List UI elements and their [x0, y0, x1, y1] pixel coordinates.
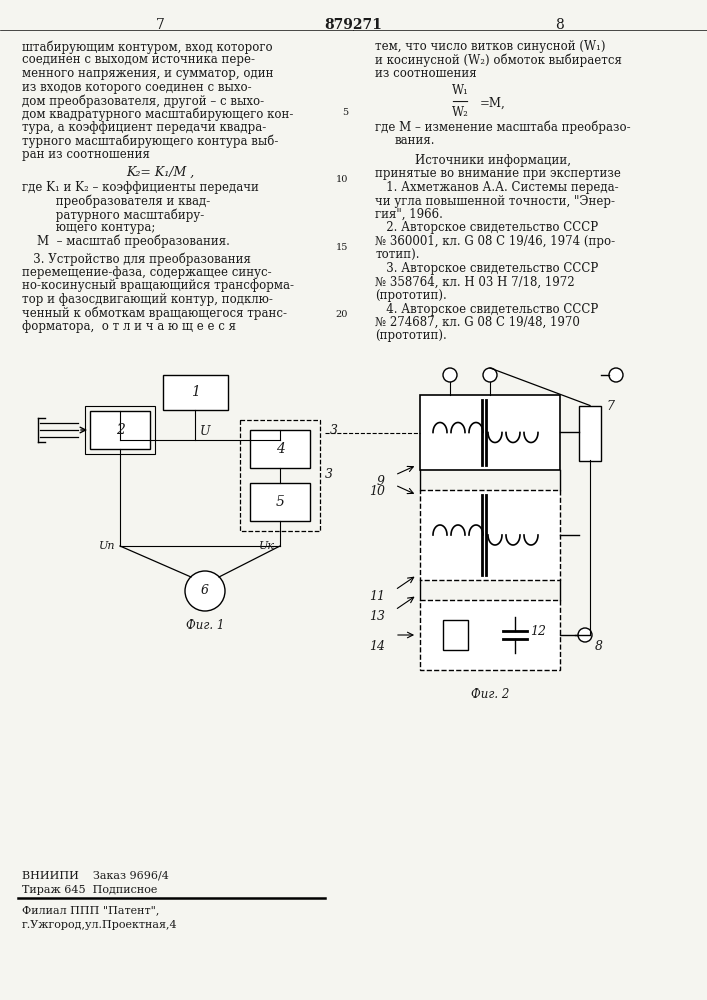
Text: =M,: =M, — [480, 97, 506, 109]
Text: из соотношения: из соотношения — [375, 67, 477, 80]
Bar — [579, 406, 601, 460]
Text: 2. Авторское свидетельство СССР: 2. Авторское свидетельство СССР — [375, 222, 598, 234]
Bar — [420, 395, 560, 470]
Text: 1. Ахметжанов А.А. Системы переда-: 1. Ахметжанов А.А. Системы переда- — [375, 181, 619, 194]
Text: 3. Авторское свидетельство СССР: 3. Авторское свидетельство СССР — [375, 262, 598, 275]
Text: 8: 8 — [556, 18, 564, 32]
Text: 7: 7 — [606, 400, 614, 414]
Text: и косинусной (W₂) обмоток выбирается: и косинусной (W₂) обмоток выбирается — [375, 53, 622, 67]
Text: тем, что число витков синусной (W₁): тем, что число витков синусной (W₁) — [375, 40, 605, 53]
Text: 3: 3 — [325, 468, 333, 482]
Text: 15: 15 — [336, 243, 348, 252]
Text: преобразователя и квад-: преобразователя и квад- — [22, 194, 210, 208]
Bar — [250, 483, 310, 521]
Text: тура, а коэффициент передачи квадра-: тура, а коэффициент передачи квадра- — [22, 121, 267, 134]
Text: ──: ── — [452, 96, 468, 108]
Text: 4: 4 — [276, 442, 284, 456]
Bar — [250, 430, 310, 468]
Text: Фиг. 1: Фиг. 1 — [186, 619, 224, 632]
Text: где M – изменение масштаба преобразо-: где M – изменение масштаба преобразо- — [375, 121, 631, 134]
Text: U: U — [200, 425, 211, 438]
Text: 8: 8 — [595, 640, 603, 653]
Circle shape — [578, 628, 592, 642]
Text: тотип).: тотип). — [375, 248, 419, 261]
Text: тор и фазосдвигающий контур, подклю-: тор и фазосдвигающий контур, подклю- — [22, 293, 273, 306]
Text: M  – масштаб преобразования.: M – масштаб преобразования. — [22, 235, 230, 248]
Text: вания.: вания. — [395, 134, 436, 147]
Text: турного масштабирующего контура выб-: турного масштабирующего контура выб- — [22, 134, 279, 148]
Text: 6: 6 — [201, 584, 209, 597]
Text: 13: 13 — [369, 610, 385, 623]
Text: ратурного масштабиру-: ратурного масштабиру- — [22, 208, 204, 222]
Text: но-косинусный вращающийся трансформа-: но-косинусный вращающийся трансформа- — [22, 279, 294, 292]
Text: 5: 5 — [276, 495, 284, 509]
Bar — [420, 600, 560, 670]
Text: ченный к обмоткам вращающегося транс-: ченный к обмоткам вращающегося транс- — [22, 306, 287, 320]
Text: ющего контура;: ющего контура; — [22, 222, 156, 234]
Text: дом преобразователя, другой – с выхо-: дом преобразователя, другой – с выхо- — [22, 94, 264, 107]
Text: соединен с выходом источника пере-: соединен с выходом источника пере- — [22, 53, 255, 66]
Text: K₂= K₁/M ,: K₂= K₁/M , — [126, 165, 194, 178]
Text: 9: 9 — [377, 475, 385, 488]
Text: форматора,  о т л и ч а ю щ е е с я: форматора, о т л и ч а ю щ е е с я — [22, 320, 236, 333]
Text: из входов которого соединен с выхо-: из входов которого соединен с выхо- — [22, 81, 252, 94]
Text: гия", 1966.: гия", 1966. — [375, 208, 443, 221]
Circle shape — [185, 571, 225, 611]
Text: 10: 10 — [336, 175, 348, 184]
Text: № 274687, кл. G 08 C 19/48, 1970: № 274687, кл. G 08 C 19/48, 1970 — [375, 316, 580, 329]
Text: 10: 10 — [369, 485, 385, 498]
Circle shape — [443, 368, 457, 382]
Text: менного напряжения, и сумматор, один: менного напряжения, и сумматор, один — [22, 67, 274, 80]
Text: 12: 12 — [530, 625, 546, 638]
Text: Тираж 645  Подписное: Тираж 645 Подписное — [22, 885, 158, 895]
Text: W₂: W₂ — [452, 105, 469, 118]
Text: Источники информации,: Источники информации, — [415, 154, 571, 167]
Circle shape — [483, 368, 497, 382]
Text: штабирующим контуром, вход которого: штабирующим контуром, вход которого — [22, 40, 273, 53]
Text: принятые во внимание при экспертизе: принятые во внимание при экспертизе — [375, 167, 621, 180]
Text: г.Ужгород,ул.Проектная,4: г.Ужгород,ул.Проектная,4 — [22, 920, 177, 930]
Bar — [443, 620, 468, 650]
Text: (прототип).: (прототип). — [375, 330, 447, 342]
Text: 2: 2 — [115, 423, 124, 437]
Text: № 358764, кл. Н 03 Н 7/18, 1972: № 358764, кл. Н 03 Н 7/18, 1972 — [375, 275, 575, 288]
Text: ран из соотношения: ран из соотношения — [22, 148, 150, 161]
Text: 879271: 879271 — [324, 18, 382, 32]
Text: W₁: W₁ — [452, 85, 469, 98]
Text: перемещение-фаза, содержащее синус-: перемещение-фаза, содержащее синус- — [22, 266, 271, 279]
Circle shape — [609, 368, 623, 382]
Text: 3. Устройство для преобразования: 3. Устройство для преобразования — [22, 252, 251, 266]
Text: (прототип).: (прототип). — [375, 289, 447, 302]
Text: Филиал ППП "Патент",: Филиал ППП "Патент", — [22, 905, 159, 915]
Text: ВНИИПИ    Заказ 9696/4: ВНИИПИ Заказ 9696/4 — [22, 870, 169, 880]
Text: 11: 11 — [369, 590, 385, 603]
Text: Uк: Uк — [259, 541, 275, 551]
Text: где K₁ и K₂ – коэффициенты передачи: где K₁ и K₂ – коэффициенты передачи — [22, 181, 259, 194]
Bar — [85, 406, 155, 454]
Text: чи угла повышенной точности, "Энер-: чи угла повышенной точности, "Энер- — [375, 194, 615, 208]
Text: 4. Авторское свидетельство СССР: 4. Авторское свидетельство СССР — [375, 302, 598, 316]
Bar — [163, 375, 228, 410]
Text: дом квадратурного масштабирующего кон-: дом квадратурного масштабирующего кон- — [22, 107, 293, 121]
Bar — [420, 490, 560, 580]
Text: Uп: Uп — [98, 541, 115, 551]
Text: Фиг. 2: Фиг. 2 — [471, 688, 509, 701]
Text: 5: 5 — [342, 108, 348, 117]
Text: 7: 7 — [156, 18, 165, 32]
Text: № 360001, кл. G 08 C 19/46, 1974 (про-: № 360001, кл. G 08 C 19/46, 1974 (про- — [375, 235, 615, 248]
Bar — [90, 411, 150, 449]
Bar — [240, 420, 320, 531]
Text: 1: 1 — [191, 385, 199, 399]
Text: 3: 3 — [330, 424, 338, 438]
Text: 14: 14 — [369, 640, 385, 653]
Text: 20: 20 — [336, 310, 348, 319]
